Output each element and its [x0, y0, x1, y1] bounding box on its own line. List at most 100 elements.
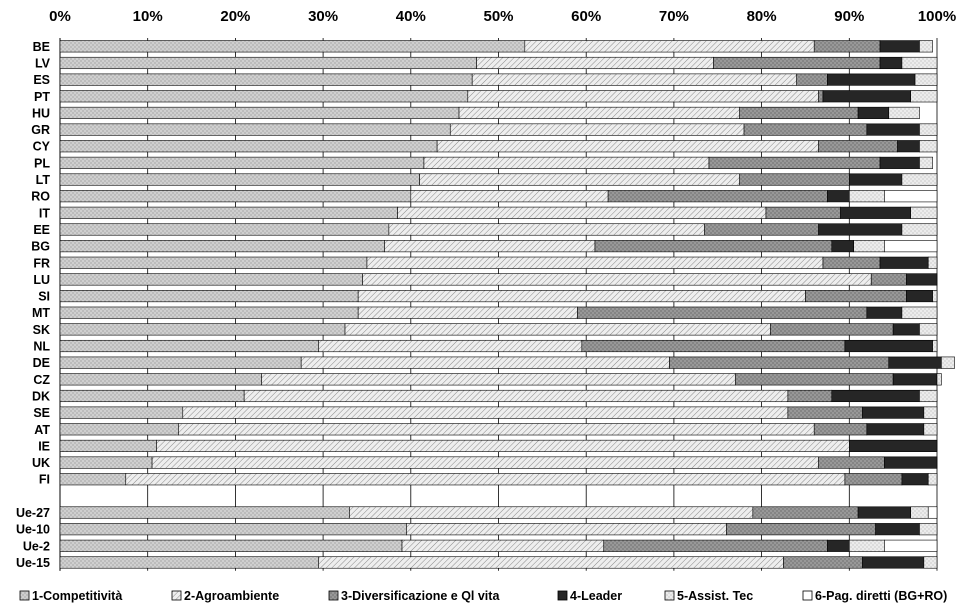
bar-segment-it-4-leader [840, 206, 911, 219]
x-tick-label: 30% [308, 8, 338, 25]
bar-segment-fr-2-agroambiente [366, 256, 824, 269]
bar-segment-it-1-competitivit [59, 206, 398, 219]
bar-segment-se-3-diversificazione-e-ql-vita [787, 406, 863, 419]
bar-segment-hu-2-agroambiente [458, 106, 740, 119]
bar-segment-si-4-leader [906, 290, 933, 303]
bar-segment-lv-4-leader [879, 56, 903, 70]
category-label: FR [33, 256, 50, 270]
bar-segment-ue-2-1-competitivit [59, 539, 403, 552]
category-label: LT [36, 173, 51, 187]
bar-segment-bg-2-agroambiente [384, 240, 596, 253]
y-axis-categories: BE LV ES PT HU GR CY PL LT RO IT EE BG FR LU SI MT SK NL DE… [16, 40, 51, 570]
bar-segment-gr-4-leader [866, 123, 920, 136]
category-label: Ue-2 [23, 539, 50, 553]
legend-item-1-competitivit: 1-Competitività [19, 589, 122, 603]
bar-segment-nl-5-assist-tec [932, 339, 938, 353]
bar-segment-ee-1-competitivit [59, 223, 390, 236]
bar-segment-ue-27-5-assist-tec [910, 506, 929, 519]
legend-swatch [664, 590, 675, 601]
category-label: Ue-27 [16, 506, 50, 520]
bar-segment-pl-5-assist-tec [919, 156, 933, 169]
bar-segment-cy-2-agroambiente [436, 140, 819, 153]
bar-segment-ue-27-3-diversificazione-e-ql-vita [752, 506, 859, 519]
x-tick-label: 20% [220, 8, 250, 25]
bar-segment-cz-4-leader [892, 373, 938, 386]
legend-item-3-diversificazione-e-ql-vita: 3-Diversificazione e Ql vita [328, 589, 500, 603]
bar-segment-lt-1-competitivit [59, 173, 420, 186]
bar-segment-ee-4-leader [818, 223, 903, 236]
bar-segment-ro-4-leader [827, 190, 850, 203]
bar-segment-uk-3-diversificazione-e-ql-vita [818, 456, 885, 469]
bar-segment-si-1-competitivit [59, 290, 359, 303]
bar-segment-ue-10-5-assist-tec [919, 523, 938, 536]
bar-segment-ro-5-assist-tec [848, 190, 885, 203]
category-label: PT [34, 90, 50, 104]
bar-segment-ue-2-2-agroambiente [401, 539, 605, 552]
bar-segment-cy-3-diversificazione-e-ql-vita [818, 140, 898, 153]
bar-segment-mt-4-leader [866, 306, 903, 319]
legend-swatch [557, 590, 568, 601]
bar-segment-si-3-diversificazione-e-ql-vita [805, 290, 907, 303]
bar-segment-se-5-assist-tec [923, 406, 938, 419]
bar-segment-mt-5-assist-tec [901, 306, 938, 319]
bar-segment-es-5-assist-tec [914, 73, 938, 86]
bar-segment-it-2-agroambiente [397, 206, 767, 219]
legend-label: 2-Agroambiente [184, 589, 279, 603]
bar-segment-mt-1-competitivit [59, 306, 359, 319]
legend-swatch [802, 590, 813, 601]
bar-segment-bg-5-assist-tec [853, 240, 885, 253]
category-label: BG [31, 240, 50, 254]
bar-segment-ue-2-6-pag-diretti-bg-ro [884, 539, 938, 552]
bar-segment-pl-3-diversificazione-e-ql-vita [708, 156, 881, 169]
bar-segment-si-2-agroambiente [357, 290, 806, 303]
bar-segment-fi-1-competitivit [59, 473, 127, 486]
bar-segment-ue-27-6-pag-diretti-bg-ro [927, 506, 938, 519]
legend-item-2-agroambiente: 2-Agroambiente [171, 589, 279, 603]
x-tick-label: 0% [49, 8, 71, 25]
bar-segment-de-2-agroambiente [300, 356, 670, 369]
bar-segment-at-5-assist-tec [923, 423, 938, 436]
bar-segment-lv-3-diversificazione-e-ql-vita [713, 56, 881, 70]
bar-segment-be-5-assist-tec [919, 40, 933, 53]
bar-segment-de-4-leader [888, 356, 942, 369]
bar-segment-lu-3-diversificazione-e-ql-vita [870, 273, 907, 286]
bar-segment-si-5-assist-tec [932, 290, 938, 303]
bar-segment-ue-15-1-competitivit [59, 556, 320, 569]
legend-label: 5-Assist. Tec [677, 589, 753, 603]
bar-segment-sk-4-leader [892, 323, 920, 336]
bar-segment-ee-2-agroambiente [388, 223, 705, 236]
legend-label: 6-Pag. diretti (BG+RO) [815, 589, 947, 603]
legend-swatch [328, 590, 339, 601]
bar-segment-lt-2-agroambiente [419, 173, 740, 186]
bar-segment-nl-4-leader [844, 339, 933, 353]
bar-segment-pt-4-leader [822, 90, 911, 103]
x-tick-label: 70% [659, 8, 689, 25]
bar-segment-it-3-diversificazione-e-ql-vita [765, 206, 841, 219]
category-label: AT [34, 423, 50, 437]
bar-segment-cz-3-diversificazione-e-ql-vita [734, 373, 894, 386]
bar-segment-hu-4-leader [857, 106, 890, 119]
bar-segment-it-5-assist-tec [910, 206, 938, 219]
bar-segment-ue-15-3-diversificazione-e-ql-vita [783, 556, 863, 569]
bar-segment-cz-2-agroambiente [261, 373, 736, 386]
category-label: BE [33, 40, 50, 54]
bar-segment-fr-1-competitivit [59, 256, 368, 269]
bar-segment-ue-10-4-leader [875, 523, 920, 536]
bar-segment-lv-1-competitivit [59, 56, 477, 70]
bar-segment-dk-3-diversificazione-e-ql-vita [787, 389, 833, 403]
category-label: LU [33, 273, 50, 287]
category-label: DE [33, 356, 50, 370]
bar-segment-se-4-leader [862, 406, 925, 419]
category-label: SI [38, 290, 50, 304]
bar-segment-hu-1-competitivit [59, 106, 460, 119]
bar-segment-uk-4-leader [884, 456, 938, 469]
bar-segment-dk-1-competitivit [59, 389, 245, 403]
category-label: SK [33, 323, 50, 337]
bar-segment-ie-2-agroambiente [156, 439, 850, 452]
bar-segment-sk-2-agroambiente [344, 323, 771, 336]
bar-segment-cz-1-competitivit [59, 373, 263, 386]
bar-segment-ro-2-agroambiente [410, 190, 609, 203]
category-label: IT [39, 206, 50, 220]
bar-segment-bg-3-diversificazione-e-ql-vita [594, 240, 833, 253]
